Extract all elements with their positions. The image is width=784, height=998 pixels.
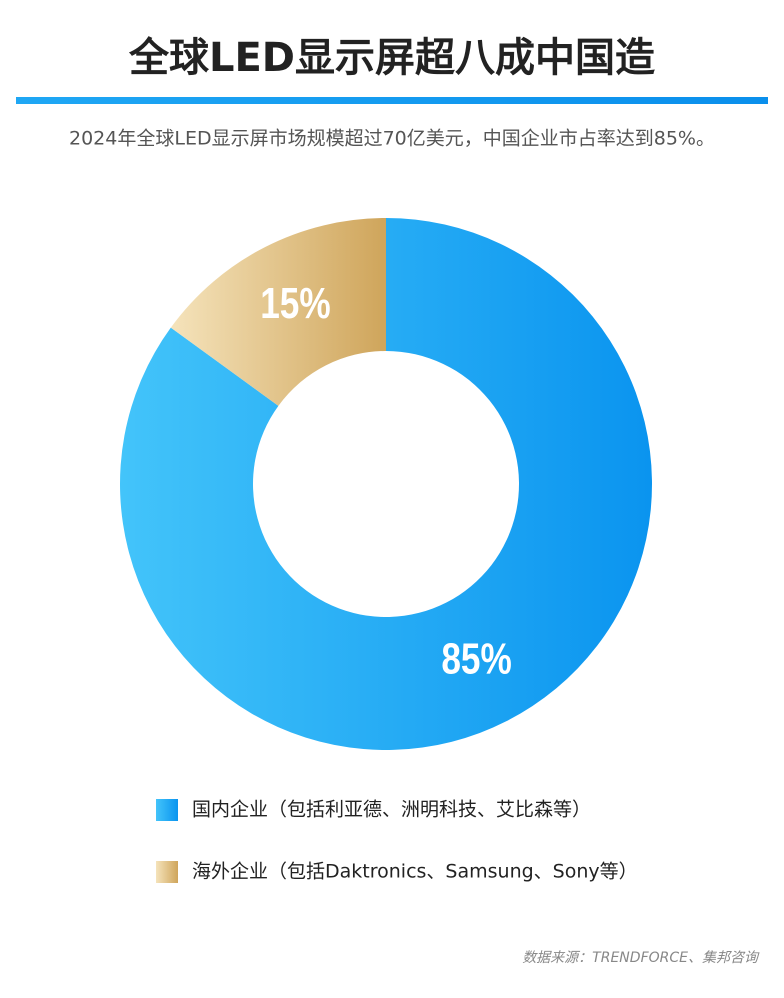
chart-title: 全球LED显示屏超八成中国造 [128, 35, 655, 81]
donut-slice [119, 218, 652, 751]
legend-label: 海外企业（包括Daktronics、Samsung、Sony等） [192, 861, 638, 883]
value-label: 85% [441, 635, 511, 684]
source: 数据来源：TRENDFORCE、集邦咨询 [522, 950, 760, 966]
legend-label: 国内企业（包括利亚德、洲明科技、艾比森等） [192, 799, 591, 821]
donut-slice [170, 218, 386, 406]
legend-swatch [156, 799, 178, 821]
legend-swatch [156, 861, 178, 883]
value-label: 15% [260, 279, 330, 328]
subtitle: 2024年全球LED显示屏市场规模超过70亿美元，中国企业市占率达到85%。 [69, 128, 715, 150]
title-bar [16, 97, 768, 104]
